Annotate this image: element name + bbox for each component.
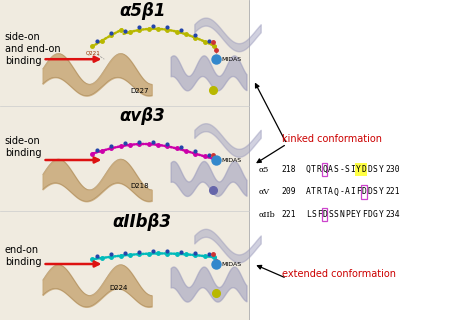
- Text: T: T: [322, 188, 328, 196]
- Text: Y: Y: [356, 210, 361, 219]
- Text: D: D: [362, 188, 366, 196]
- Text: F: F: [362, 210, 366, 219]
- Text: T: T: [311, 188, 316, 196]
- Text: 218: 218: [281, 165, 296, 174]
- Text: P: P: [345, 210, 350, 219]
- Text: kinked conformation: kinked conformation: [282, 134, 382, 144]
- Text: Y: Y: [378, 165, 383, 174]
- Text: D: D: [367, 165, 372, 174]
- Bar: [321, 163, 328, 176]
- Text: MIDAS: MIDAS: [222, 157, 242, 163]
- Text: D: D: [322, 210, 328, 219]
- Text: A: A: [345, 188, 350, 196]
- Text: α5β1: α5β1: [119, 2, 165, 20]
- Text: I: I: [350, 188, 356, 196]
- Text: Y: Y: [378, 188, 383, 196]
- Text: αV: αV: [258, 188, 269, 196]
- Text: -: -: [339, 188, 344, 196]
- Text: extended conformation: extended conformation: [282, 268, 396, 279]
- Text: side-on
binding: side-on binding: [5, 136, 41, 158]
- Bar: [321, 208, 328, 221]
- Text: T: T: [311, 165, 316, 174]
- Text: Q: Q: [306, 165, 310, 174]
- Text: Y: Y: [356, 165, 361, 174]
- Text: αIIb: αIIb: [258, 211, 275, 218]
- Text: 209: 209: [281, 188, 296, 196]
- Text: S: S: [334, 165, 338, 174]
- Text: end-on
binding: end-on binding: [5, 245, 41, 267]
- Text: A: A: [328, 188, 333, 196]
- Text: S: S: [373, 165, 378, 174]
- Text: Q: Q: [334, 188, 338, 196]
- Text: F: F: [356, 188, 361, 196]
- Text: D227: D227: [130, 88, 149, 94]
- Text: A: A: [328, 165, 333, 174]
- Text: 221: 221: [386, 188, 401, 196]
- Text: MIDAS: MIDAS: [222, 57, 242, 62]
- Text: -: -: [339, 165, 344, 174]
- Text: MIDAS: MIDAS: [222, 261, 242, 267]
- Text: A: A: [306, 188, 310, 196]
- Text: αvβ3: αvβ3: [119, 107, 165, 125]
- Text: side-on
and end-on
binding: side-on and end-on binding: [5, 32, 60, 66]
- Text: D: D: [367, 210, 372, 219]
- Text: L: L: [306, 210, 310, 219]
- Text: α5: α5: [258, 166, 269, 173]
- Text: αIIbβ3: αIIbβ3: [113, 213, 172, 231]
- Bar: [361, 163, 366, 176]
- Text: S: S: [311, 210, 316, 219]
- Text: Q221: Q221: [85, 50, 100, 55]
- Text: R: R: [317, 188, 322, 196]
- Text: Y: Y: [378, 210, 383, 219]
- Text: N: N: [339, 210, 344, 219]
- Text: S: S: [345, 165, 350, 174]
- Text: D: D: [367, 188, 372, 196]
- Text: D218: D218: [130, 183, 149, 188]
- Text: 221: 221: [281, 210, 296, 219]
- Text: Q: Q: [322, 165, 328, 174]
- Bar: [361, 185, 366, 199]
- Text: S: S: [334, 210, 338, 219]
- Text: E: E: [350, 210, 356, 219]
- Text: S: S: [328, 210, 333, 219]
- Text: D224: D224: [109, 285, 128, 291]
- Bar: [0, 0, 249, 320]
- Text: I: I: [350, 165, 356, 174]
- Text: 234: 234: [386, 210, 401, 219]
- Text: 230: 230: [386, 165, 401, 174]
- Text: D: D: [362, 165, 366, 174]
- Bar: [355, 163, 361, 176]
- Text: S: S: [373, 188, 378, 196]
- Text: R: R: [317, 165, 322, 174]
- Text: G: G: [373, 210, 378, 219]
- Text: F: F: [317, 210, 322, 219]
